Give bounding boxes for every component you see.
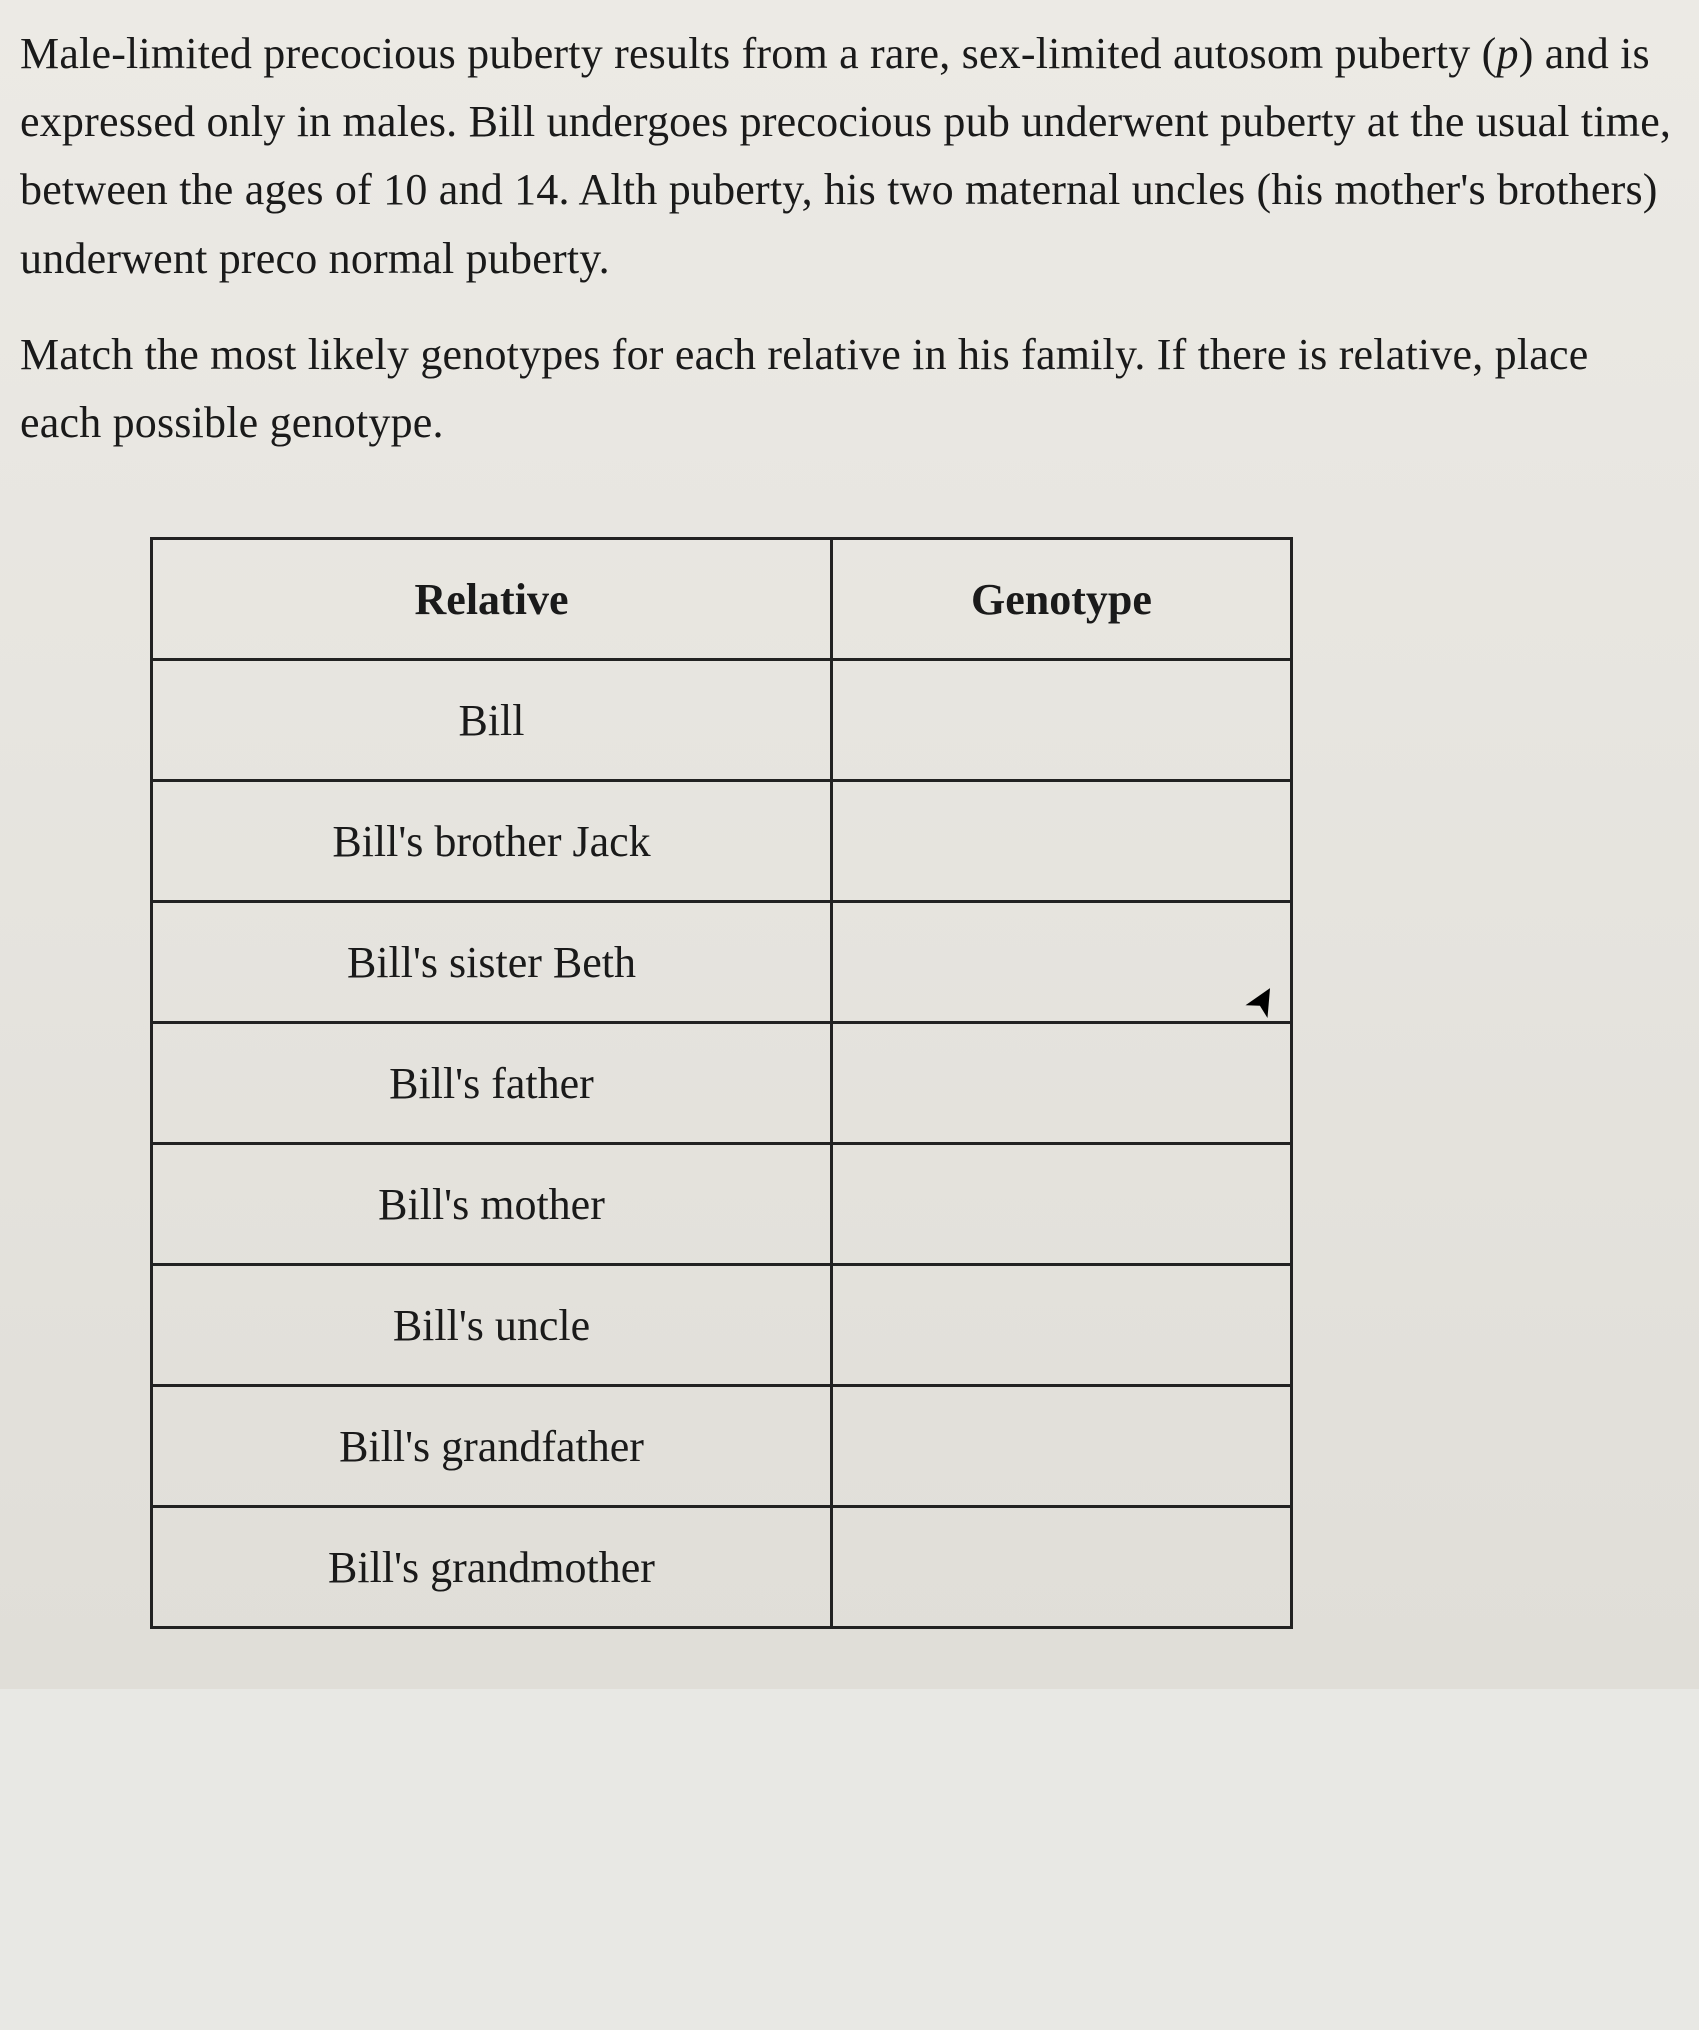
cell-genotype[interactable] xyxy=(832,902,1292,1023)
table-row: Bill's grandmother xyxy=(152,1507,1292,1628)
cell-genotype[interactable] xyxy=(832,1386,1292,1507)
question-passage: Male-limited precocious puberty results … xyxy=(20,20,1679,457)
passage-paragraph-2: Match the most likely genotypes for each… xyxy=(20,321,1679,457)
cell-relative: Bill's father xyxy=(152,1023,832,1144)
genotype-table-wrap: Relative Genotype Bill Bill's brother Ja… xyxy=(150,537,1679,1629)
passage-paragraph-1: Male-limited precocious puberty results … xyxy=(20,20,1679,293)
cell-genotype[interactable] xyxy=(832,1144,1292,1265)
cell-genotype[interactable] xyxy=(832,660,1292,781)
cell-relative: Bill xyxy=(152,660,832,781)
table-row: Bill's sister Beth xyxy=(152,902,1292,1023)
table-row: Bill xyxy=(152,660,1292,781)
header-relative: Relative xyxy=(152,539,832,660)
cell-relative: Bill's grandfather xyxy=(152,1386,832,1507)
table-row: Bill's mother xyxy=(152,1144,1292,1265)
table-header-row: Relative Genotype xyxy=(152,539,1292,660)
table-row: Bill's grandfather xyxy=(152,1386,1292,1507)
cell-genotype[interactable] xyxy=(832,781,1292,902)
cell-genotype[interactable] xyxy=(832,1265,1292,1386)
table-row: Bill's brother Jack xyxy=(152,781,1292,902)
header-genotype: Genotype xyxy=(832,539,1292,660)
table-row: Bill's uncle xyxy=(152,1265,1292,1386)
cell-relative: Bill's sister Beth xyxy=(152,902,832,1023)
genotype-table: Relative Genotype Bill Bill's brother Ja… xyxy=(150,537,1293,1629)
cell-genotype[interactable] xyxy=(832,1507,1292,1628)
cell-relative: Bill's brother Jack xyxy=(152,781,832,902)
cell-relative: Bill's grandmother xyxy=(152,1507,832,1628)
cell-relative: Bill's mother xyxy=(152,1144,832,1265)
page: Male-limited precocious puberty results … xyxy=(0,0,1699,1689)
cell-relative: Bill's uncle xyxy=(152,1265,832,1386)
table-row: Bill's father xyxy=(152,1023,1292,1144)
cell-genotype[interactable] xyxy=(832,1023,1292,1144)
